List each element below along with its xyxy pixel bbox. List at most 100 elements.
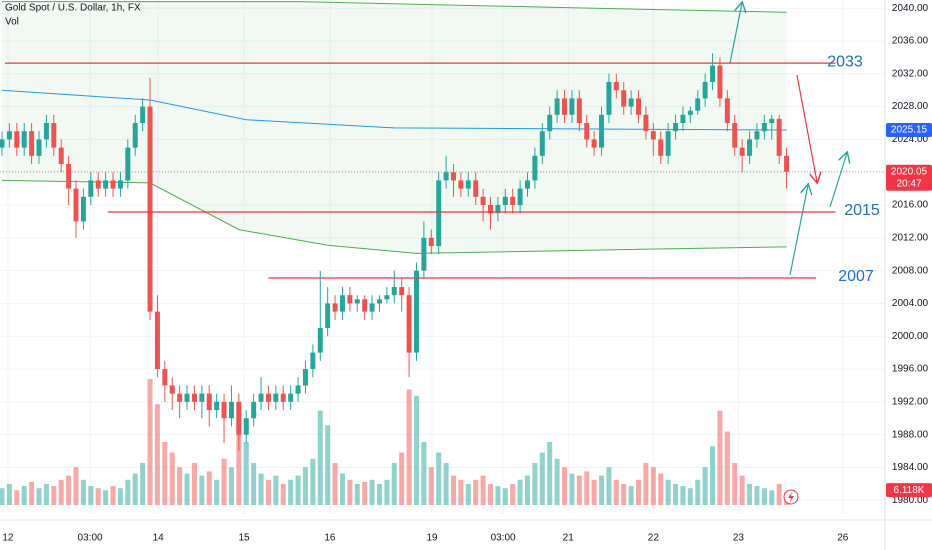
volume-bar: [154, 404, 160, 505]
volume-bar: [302, 467, 308, 505]
candle-body: [125, 147, 131, 181]
candle-body: [214, 401, 220, 411]
candle-body: [295, 385, 301, 394]
volume-bar: [80, 479, 86, 505]
candle-body: [665, 131, 671, 156]
candle-body: [154, 311, 160, 370]
volume-bar: [576, 475, 582, 505]
volume-bar: [251, 463, 257, 505]
volume-bar: [710, 446, 716, 505]
candle-body: [206, 393, 212, 411]
candle-body: [265, 393, 271, 402]
volume-bar: [347, 479, 353, 505]
y-tick-label: 2012.00: [892, 232, 929, 243]
candle-body: [569, 98, 575, 115]
candle-body: [428, 237, 434, 247]
volume-bar: [14, 490, 20, 505]
candle-body: [325, 303, 331, 329]
candle-body: [6, 131, 12, 140]
candle-body: [258, 393, 264, 402]
last-price-box: [886, 164, 932, 191]
candle-body: [58, 147, 64, 165]
candle-body: [332, 303, 338, 312]
volume-bar: [21, 486, 27, 505]
volume-bar: [125, 479, 131, 505]
level-label: 2033: [827, 53, 863, 70]
volume-bar: [295, 475, 301, 505]
y-tick-label: 2004.00: [892, 298, 929, 309]
volume-bar: [562, 467, 568, 505]
volume-bar: [354, 484, 360, 505]
volume-bar: [480, 475, 486, 505]
y-tick-label: 2040.00: [892, 3, 929, 14]
volume-bar: [228, 467, 234, 505]
volume-bar: [177, 467, 183, 505]
volume-bar: [473, 479, 479, 505]
candle-body: [251, 401, 257, 419]
volume-bar: [621, 484, 627, 505]
volume-bar: [265, 479, 271, 505]
volume-label: 6.118K: [894, 485, 925, 496]
volume-bar: [169, 452, 175, 505]
candle-body: [243, 418, 249, 435]
candle-body: [502, 196, 508, 206]
y-tick-label: 1984.00: [892, 462, 929, 473]
volume-bar: [0, 488, 5, 505]
drawing-arrow: [729, 3, 742, 64]
candle-body: [695, 98, 701, 111]
candle-body: [724, 98, 730, 124]
volume-bar: [280, 484, 286, 505]
volume-bar: [665, 479, 671, 505]
candle-body: [643, 114, 649, 132]
volume-bar: [243, 442, 249, 505]
volume-bar: [702, 467, 708, 505]
volume-bar: [650, 467, 656, 505]
candle-body: [362, 299, 368, 312]
volume-bar: [525, 475, 531, 505]
candle-body: [525, 180, 531, 189]
volume-bar: [747, 484, 753, 505]
candle-body: [599, 114, 605, 148]
volume-bar: [517, 479, 523, 505]
y-tick-label: 1988.00: [892, 429, 929, 440]
candle-body: [21, 131, 27, 148]
volume-bar: [413, 395, 419, 505]
candle-body: [421, 237, 427, 271]
x-tick-label: 23: [733, 533, 745, 544]
volume-bar: [369, 479, 375, 505]
candle-body: [110, 180, 116, 189]
candle-body: [510, 196, 516, 206]
volume-bar: [88, 486, 94, 505]
volume-bar: [436, 452, 442, 505]
candle-body: [354, 299, 360, 304]
candle-body: [628, 98, 634, 107]
volume-bar: [739, 475, 745, 505]
candle-body: [347, 295, 353, 304]
volume-bar: [29, 481, 35, 505]
volume-bar: [547, 442, 553, 505]
volume-bar: [147, 379, 153, 505]
candle-body: [480, 196, 486, 206]
volume-bar: [539, 452, 545, 505]
countdown-label: 20:47: [896, 178, 921, 189]
candle-body: [310, 352, 316, 370]
candle-body: [80, 196, 86, 222]
volume-bar: [36, 488, 42, 505]
volume-bar: [162, 442, 168, 505]
drawing-arrow: [789, 185, 808, 276]
candle-body: [162, 369, 168, 386]
volume-bar: [761, 488, 767, 505]
candle-body: [754, 131, 760, 140]
candle-body: [36, 139, 42, 156]
volume-bar: [103, 490, 109, 505]
y-tick-label: 1980.00: [892, 495, 929, 506]
x-tick-label: 14: [153, 533, 165, 544]
candle-body: [473, 180, 479, 197]
y-tick-label: 2036.00: [892, 36, 929, 47]
candle-body: [376, 299, 382, 304]
candle-body: [562, 98, 568, 115]
candle-body: [636, 98, 642, 115]
x-tick-label: 03:00: [491, 533, 516, 544]
volume-bar: [221, 458, 227, 505]
